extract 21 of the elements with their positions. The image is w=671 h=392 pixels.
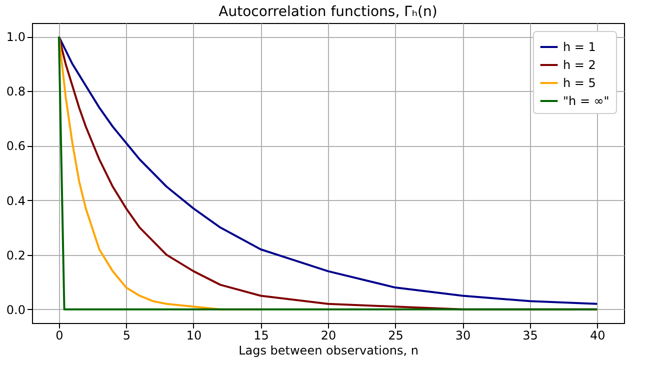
y-tick-label: 1.0: [6, 30, 26, 44]
chart-title: Autocorrelation functions, Γₕ(n): [218, 4, 438, 20]
legend-label: h = 5: [563, 76, 596, 90]
x-tick-label: 15: [254, 328, 269, 342]
legend-label: h = 2: [563, 58, 596, 72]
x-tick-label: 10: [186, 328, 202, 342]
x-tick-label: 5: [122, 328, 130, 342]
x-axis-title: Lags between observations, n: [238, 344, 418, 358]
x-tick-label: 35: [522, 328, 538, 342]
x-tick-label: 0: [56, 328, 64, 342]
legend-label: "h = ∞": [563, 94, 610, 108]
x-tick-label: 40: [590, 328, 606, 342]
y-tick-label: 0.0: [6, 302, 26, 317]
y-tick-label: 0.4: [6, 194, 26, 208]
y-tick-label: 0.2: [6, 248, 26, 262]
x-tick-label: 20: [320, 328, 336, 342]
x-tick-label: 30: [455, 328, 471, 342]
legend-label: h = 1: [563, 40, 596, 54]
y-tick-label: 0.6: [6, 139, 26, 154]
x-tick-label: 25: [388, 328, 404, 342]
y-tick-label: 0.8: [6, 84, 26, 99]
